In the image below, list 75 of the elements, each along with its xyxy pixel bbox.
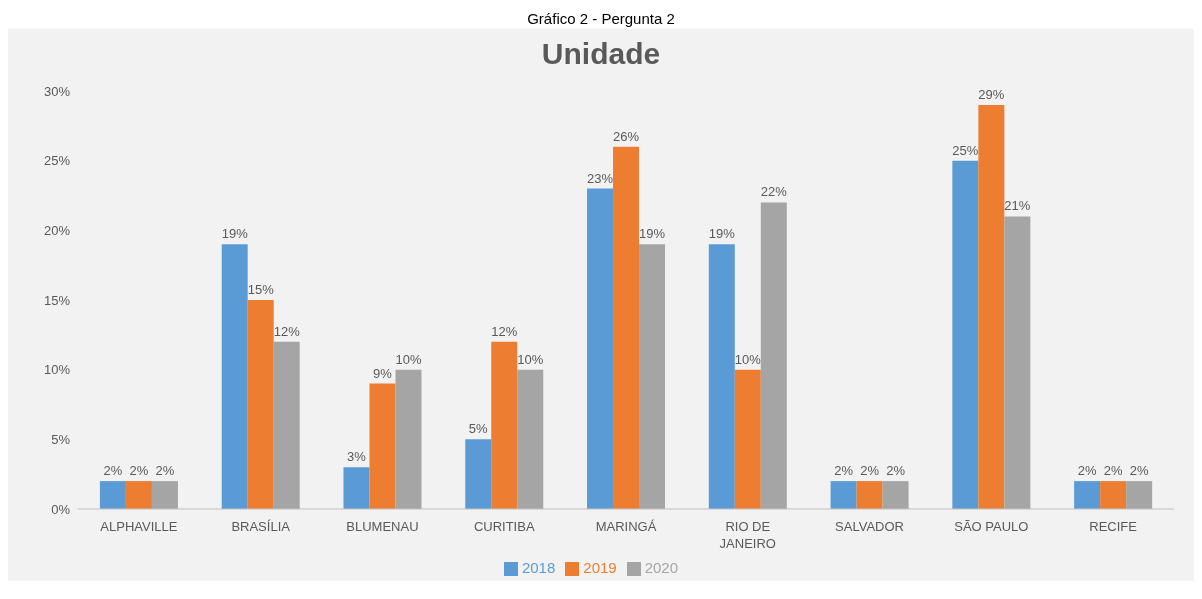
- bar: [613, 146, 640, 509]
- data-label: 12%: [491, 323, 518, 339]
- data-label: 3%: [347, 449, 367, 465]
- bar: [587, 188, 614, 509]
- x-tick-label: SÃO PAULO: [954, 518, 1029, 534]
- data-label: 10%: [395, 351, 422, 367]
- data-label: 2%: [834, 463, 854, 479]
- bar: [830, 481, 857, 509]
- data-label: 10%: [517, 351, 544, 367]
- bar: [734, 369, 761, 509]
- data-label: 9%: [373, 365, 393, 381]
- x-tick-label: ALPHAVILLE: [100, 518, 178, 534]
- data-label: 15%: [247, 281, 275, 297]
- data-label: 5%: [468, 421, 489, 437]
- bar: [517, 369, 544, 509]
- data-label: 2%: [129, 463, 149, 479]
- data-label: 2%: [860, 463, 880, 479]
- legend-label: 2019: [583, 558, 617, 576]
- bar: [1126, 481, 1153, 509]
- data-label: 2%: [886, 463, 906, 479]
- data-label: 19%: [221, 226, 249, 242]
- data-label: 25%: [952, 142, 979, 158]
- data-label: 23%: [587, 170, 614, 186]
- data-label: 19%: [708, 226, 736, 242]
- data-label: 19%: [639, 226, 666, 242]
- data-label: 2%: [155, 463, 175, 479]
- bar: [978, 104, 1005, 509]
- chart-title: Unidade: [540, 36, 662, 71]
- data-label: 22%: [760, 184, 788, 200]
- text: Gráfico 2 - Pergunta 2: [8, 8, 1194, 29]
- bar: [856, 481, 883, 509]
- data-label: 29%: [978, 86, 1005, 102]
- bar: [708, 244, 735, 509]
- x-tick-label: MARINGÁ: [595, 518, 657, 534]
- x-tick-label: BLUMENAU: [346, 518, 419, 534]
- bar: [1004, 216, 1031, 509]
- bar: [491, 341, 518, 509]
- legend-label: 2020: [644, 558, 679, 576]
- bar: [395, 369, 422, 509]
- bar: [1074, 481, 1101, 509]
- bar: [247, 299, 274, 509]
- bar: [952, 160, 979, 509]
- x-tick-label: SALVADOR: [835, 518, 904, 534]
- bar: [221, 244, 248, 509]
- x-tick-label: RIO DE JANEIRO: [719, 518, 776, 551]
- bar: [1100, 481, 1127, 509]
- data-label: 12%: [273, 323, 301, 339]
- x-tick-label: BRASÍLIA: [231, 518, 291, 534]
- bar: [151, 481, 178, 509]
- data-label: 2%: [103, 463, 123, 479]
- bar: [125, 481, 152, 509]
- x-tick-label: RECIFE: [1089, 518, 1138, 534]
- y-tick-label: 5%: [51, 431, 71, 447]
- bar: [369, 383, 396, 509]
- data-label: 26%: [613, 128, 640, 144]
- data-label: 10%: [734, 351, 762, 367]
- bar: [760, 202, 787, 509]
- data-label: 2%: [1103, 463, 1123, 479]
- y-tick-label: 25%: [43, 153, 71, 169]
- x-tick-label: CURITIBA: [473, 518, 535, 534]
- y-tick-label: 15%: [43, 292, 71, 308]
- data-label: 2%: [1077, 463, 1097, 479]
- y-tick-label: 20%: [43, 222, 71, 238]
- data-label: 2%: [1129, 463, 1149, 479]
- y-tick-label: 0%: [51, 501, 71, 517]
- bar: [273, 341, 300, 509]
- data-label: 21%: [1004, 198, 1031, 214]
- bar: [99, 481, 126, 509]
- y-tick-label: 30%: [43, 83, 71, 99]
- y-tick-label: 10%: [43, 362, 71, 378]
- bar: [639, 244, 666, 509]
- bar: [343, 467, 370, 509]
- legend-label: 2018: [521, 558, 556, 576]
- bar: [882, 481, 909, 509]
- bar: [465, 439, 492, 509]
